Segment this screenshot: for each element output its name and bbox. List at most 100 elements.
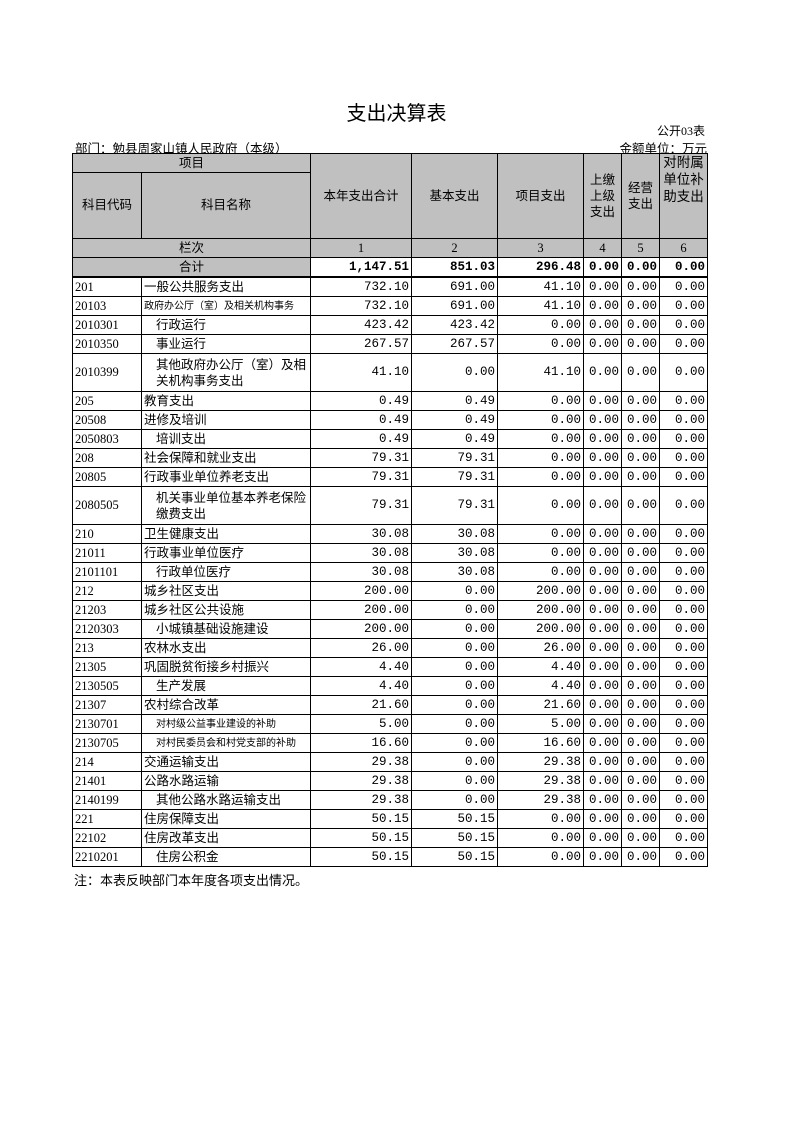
amount-cell: 79.31: [310, 486, 413, 525]
amount-cell: 0.00: [621, 600, 661, 620]
amount-cell: 0.00: [659, 676, 709, 696]
amount-cell: 0.00: [583, 619, 623, 639]
amount-cell: 0.00: [621, 562, 661, 582]
amount-cell: 0.00: [621, 809, 661, 829]
subject-name: 城乡社区公共设施: [140, 600, 312, 620]
table-row: 21011 行政事业单位医疗 30.08 30.08 0.00 0.00 0.00 0.00: [72, 543, 709, 563]
amount-cell: 0.49: [310, 429, 413, 449]
subject-code: 212: [72, 581, 142, 601]
col-number: 3: [497, 238, 585, 258]
table-row: 221 住房保障支出 50.15 50.15 0.00 0.00 0.00 0.00: [72, 809, 709, 829]
amount-cell: 50.15: [411, 809, 499, 829]
amount-cell: 29.38: [310, 771, 413, 791]
amount-cell: 0.49: [411, 410, 499, 430]
amount-cell: 5.00: [497, 714, 585, 734]
amount-cell: 41.10: [310, 353, 413, 392]
amount-cell: 5.00: [310, 714, 413, 734]
table-row: 2010301 行政运行 423.42 423.42 0.00 0.00 0.00 0.00: [72, 315, 709, 335]
table-row: 20805 行政事业单位养老支出 79.31 79.31 0.00 0.00 0.00 0.0…: [72, 467, 709, 487]
total-value: 0.00: [583, 257, 623, 278]
amount-cell: 0.00: [621, 695, 661, 715]
amount-cell: 0.00: [497, 524, 585, 544]
header-subsidiary-subsidy-text: 对附属单位补助支出: [663, 155, 704, 204]
amount-cell: 0.00: [659, 847, 709, 867]
subject-code: 2101101: [72, 562, 142, 582]
table-row: 21305 巩固脱贫衔接乡村振兴 4.40 0.00 4.40 0.00 0.00 0.00: [72, 657, 709, 677]
subject-code: 221: [72, 809, 142, 829]
table-row: 21203 城乡社区公共设施 200.00 0.00 200.00 0.00 0.00 0.0…: [72, 600, 709, 620]
subject-code: 208: [72, 448, 142, 468]
amount-cell: 4.40: [497, 676, 585, 696]
amount-cell: 0.00: [583, 391, 623, 411]
amount-cell: 0.00: [621, 828, 661, 848]
subject-name: 农林水支出: [140, 638, 312, 658]
subject-name: 教育支出: [140, 391, 312, 411]
amount-cell: 0.00: [411, 752, 499, 772]
header-basic-expenditure: 基本支出: [411, 153, 499, 239]
subject-name: 住房改革支出: [140, 828, 312, 848]
subject-code: 2120303: [72, 619, 142, 639]
amount-cell: 0.00: [659, 296, 709, 316]
amount-cell: 0.00: [659, 334, 709, 354]
amount-cell: 0.00: [583, 448, 623, 468]
amount-cell: 200.00: [497, 600, 585, 620]
subject-name: 对村级公益事业建设的补助: [140, 714, 312, 734]
amount-cell: 29.38: [310, 790, 413, 810]
subject-code: 2140199: [72, 790, 142, 810]
header-project-expenditure: 项目支出: [497, 153, 585, 239]
col-number: 5: [621, 238, 661, 258]
amount-cell: 16.60: [497, 733, 585, 753]
subject-code: 2010350: [72, 334, 142, 354]
amount-cell: 41.10: [497, 276, 585, 297]
form-number: 公开03表: [656, 124, 705, 138]
amount-cell: 4.40: [497, 657, 585, 677]
header-total-expenditure: 本年支出合计: [310, 153, 413, 239]
amount-cell: 0.00: [659, 429, 709, 449]
table-row: 2010350 事业运行 267.57 267.57 0.00 0.00 0.00 0.00: [72, 334, 709, 354]
subject-code: 20805: [72, 467, 142, 487]
amount-cell: 0.00: [621, 790, 661, 810]
amount-cell: 0.00: [583, 790, 623, 810]
table-row: 213 农林水支出 26.00 0.00 26.00 0.00 0.00 0.00: [72, 638, 709, 658]
subject-code: 21203: [72, 600, 142, 620]
amount-cell: 29.38: [497, 790, 585, 810]
table-row: 2101101 行政单位医疗 30.08 30.08 0.00 0.00 0.00 0.00: [72, 562, 709, 582]
amount-cell: 0.00: [583, 638, 623, 658]
amount-cell: 0.00: [411, 619, 499, 639]
table-row: 2140199 其他公路水路运输支出 29.38 0.00 29.38 0.00 0.00 0…: [72, 790, 709, 810]
amount-cell: 200.00: [497, 619, 585, 639]
table-row: 210 卫生健康支出 30.08 30.08 0.00 0.00 0.00 0.00: [72, 524, 709, 544]
amount-cell: 30.08: [310, 562, 413, 582]
subject-name: 其他公路水路运输支出: [140, 790, 312, 810]
amount-cell: 0.00: [621, 638, 661, 658]
amount-cell: 200.00: [310, 581, 413, 601]
subject-name: 住房保障支出: [140, 809, 312, 829]
amount-cell: 0.00: [497, 809, 585, 829]
department-label: 部门：勉县周家山镇人民政府（本级）: [75, 142, 288, 156]
amount-cell: 0.00: [621, 353, 661, 392]
amount-cell: 0.00: [497, 429, 585, 449]
subject-name: 公路水路运输: [140, 771, 312, 791]
amount-cell: 50.15: [310, 809, 413, 829]
amount-cell: 0.00: [621, 448, 661, 468]
amount-cell: 0.00: [659, 828, 709, 848]
amount-cell: 21.60: [310, 695, 413, 715]
subject-code: 2210201: [72, 847, 142, 867]
total-row: 合计 1,147.51 851.03 296.48 0.00 0.00 0.00: [71, 257, 709, 278]
amount-unit: 金额单位：万元: [619, 142, 707, 156]
subject-name: 小城镇基础设施建设: [140, 619, 312, 639]
table-row: 20103 政府办公厅（室）及相关机构事务 732.10 691.00 41.10 0.0…: [72, 296, 709, 316]
amount-cell: 41.10: [497, 296, 585, 316]
amount-cell: 0.00: [583, 410, 623, 430]
table-row: 201 一般公共服务支出 732.10 691.00 41.10 0.00 0.00 0.00: [72, 276, 709, 297]
amount-cell: 0.00: [659, 486, 709, 525]
subject-code: 21011: [72, 543, 142, 563]
subject-code: 2130505: [72, 676, 142, 696]
amount-cell: 0.00: [583, 809, 623, 829]
amount-cell: 0.00: [621, 296, 661, 316]
subject-code: 210: [72, 524, 142, 544]
amount-cell: 0.00: [621, 847, 661, 867]
subject-code: 214: [72, 752, 142, 772]
amount-cell: 0.00: [659, 391, 709, 411]
amount-cell: 200.00: [310, 619, 413, 639]
